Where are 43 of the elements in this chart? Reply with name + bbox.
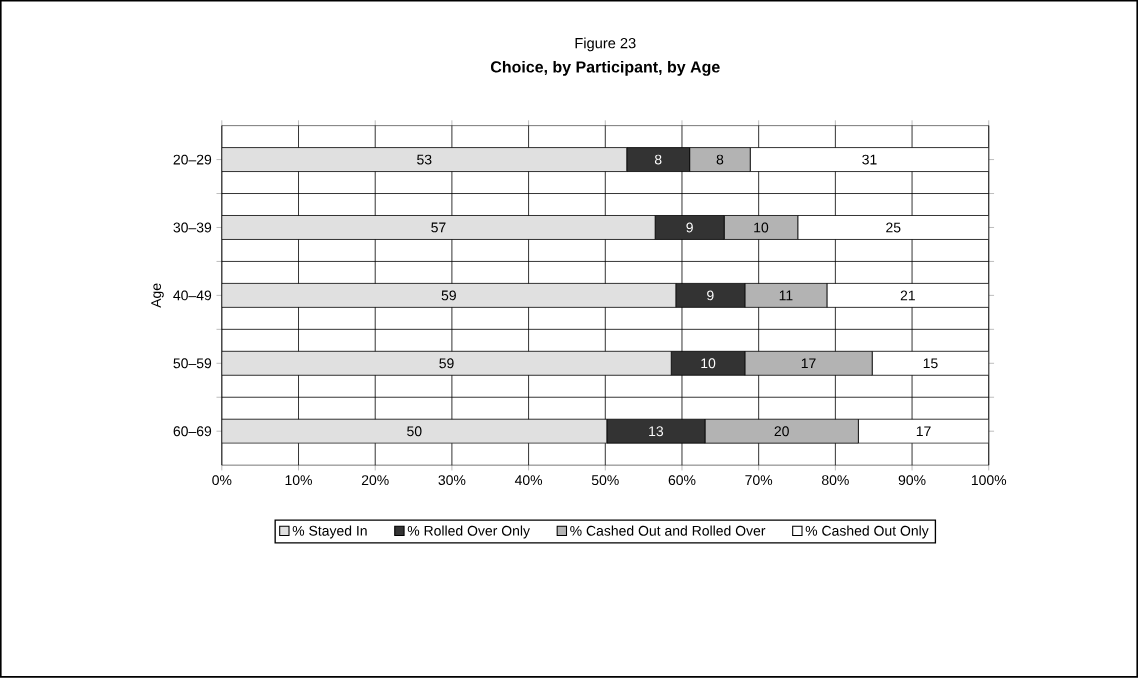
- x-tick-label: 10%: [285, 475, 312, 486]
- data-label: 21: [900, 290, 915, 301]
- data-label: 11: [779, 290, 793, 301]
- x-tick-label: 80%: [821, 475, 849, 486]
- legend-label: % Rolled Over Only: [407, 525, 530, 539]
- data-label: 9: [707, 290, 714, 301]
- data-label: 50: [407, 426, 422, 437]
- data-label: 8: [654, 154, 662, 165]
- data-label: 59: [439, 358, 454, 369]
- data-label: 10: [754, 222, 769, 233]
- x-tick-label: 60%: [668, 475, 696, 486]
- x-tick-label: 0%: [212, 475, 232, 486]
- x-tick-label: 50%: [591, 475, 619, 486]
- y-tick-label: 40–49: [173, 290, 212, 301]
- x-tick-label: 90%: [898, 475, 926, 486]
- x-tick-label: 20%: [361, 475, 389, 486]
- x-tick-label: 40%: [514, 475, 543, 486]
- legend-label: % Cashed Out Only: [805, 525, 929, 539]
- x-tick-label: 70%: [745, 475, 773, 486]
- data-label: 8: [716, 154, 724, 165]
- data-label: 59: [441, 290, 456, 301]
- data-label: 31: [862, 154, 877, 165]
- chart-title: Figure 23: [575, 37, 636, 52]
- x-tick-label: 30%: [438, 475, 466, 486]
- data-label: 9: [686, 222, 693, 233]
- data-label: 13: [649, 426, 664, 437]
- y-tick-label: 60–69: [173, 426, 212, 437]
- data-label: 57: [431, 222, 446, 233]
- chart-subtitle: Choice, by Participant, by Age: [490, 61, 720, 77]
- y-tick-label: 50–59: [173, 358, 212, 369]
- y-axis-title: Age: [151, 283, 164, 308]
- y-tick-label: 20–29: [173, 154, 212, 165]
- y-tick-label: 30–39: [173, 222, 212, 233]
- legend-label: % Stayed In: [292, 525, 367, 539]
- data-label: 53: [417, 154, 432, 165]
- legend-label: % Cashed Out and Rolled Over: [570, 525, 766, 536]
- data-label: 15: [923, 358, 938, 369]
- data-label: 10: [701, 358, 716, 369]
- x-tick-label: 100%: [971, 475, 1007, 486]
- data-label: 20: [774, 426, 789, 437]
- data-label: 17: [801, 358, 816, 369]
- data-label: 25: [886, 222, 901, 233]
- data-label: 17: [916, 426, 931, 437]
